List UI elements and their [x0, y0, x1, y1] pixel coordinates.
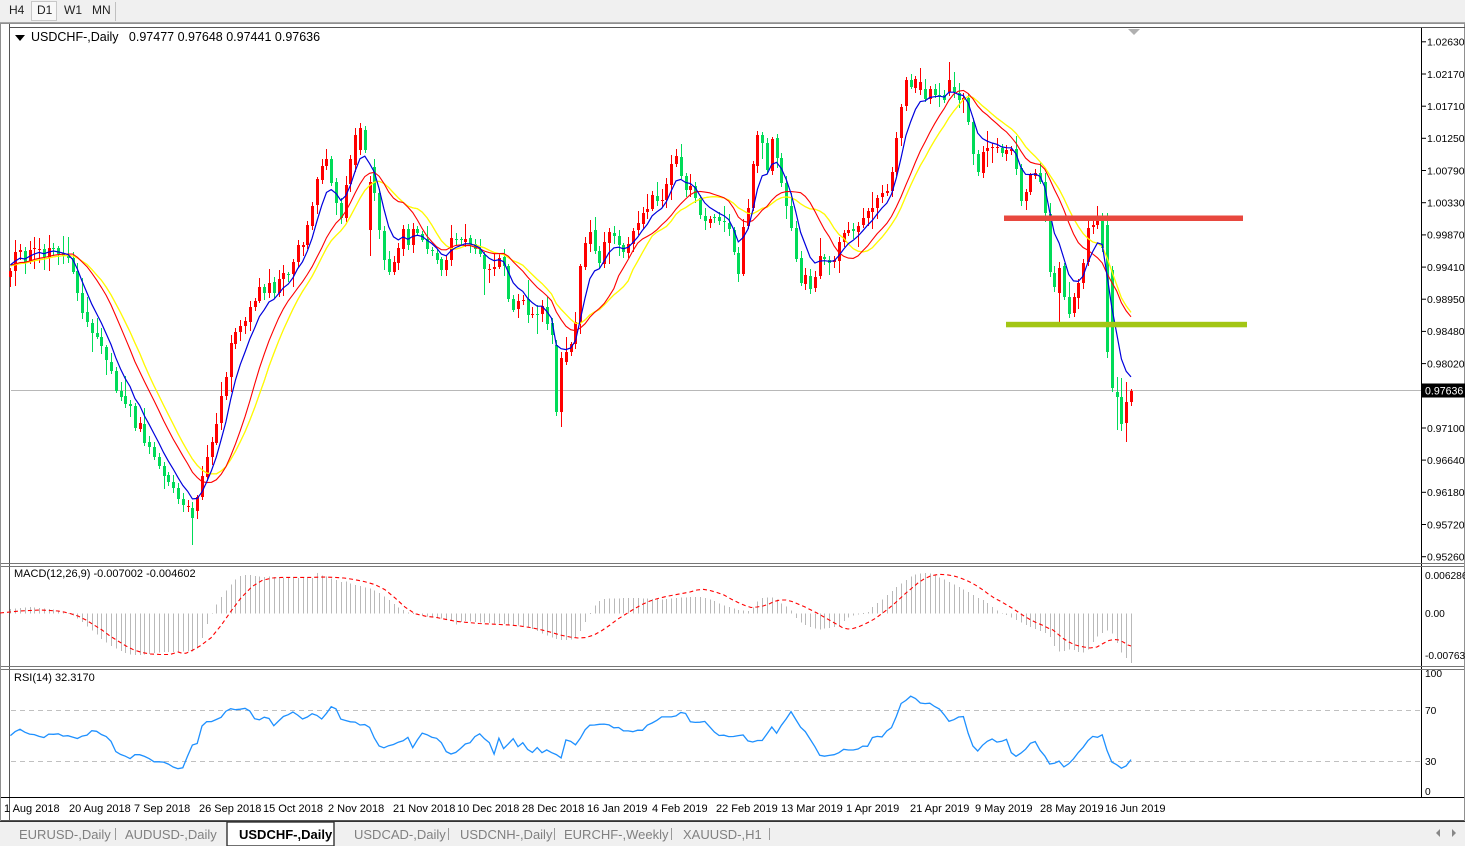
svg-text:22 Feb 2019: 22 Feb 2019	[716, 803, 778, 815]
svg-text:0.95720: 0.95720	[1427, 520, 1465, 531]
svg-text:USDCHF-,Daily 0.97477 0.9764: USDCHF-,Daily 0.97477 0.97648 0.97441 0.…	[31, 30, 320, 44]
svg-text:USDCAD-,Daily: USDCAD-,Daily	[354, 827, 446, 842]
svg-text:EURUSD-,Daily: EURUSD-,Daily	[19, 827, 111, 842]
svg-text:20 Aug 2018: 20 Aug 2018	[69, 803, 131, 815]
svg-text:0.99410: 0.99410	[1427, 263, 1465, 274]
svg-text:0: 0	[1425, 787, 1431, 798]
svg-text:1.00330: 1.00330	[1427, 199, 1465, 210]
svg-text:15 Oct 2018: 15 Oct 2018	[263, 803, 323, 815]
svg-text:H4: H4	[9, 3, 25, 17]
svg-text:9 May 2019: 9 May 2019	[975, 803, 1032, 815]
svg-text:7 Sep 2018: 7 Sep 2018	[134, 803, 190, 815]
svg-text:0.96180: 0.96180	[1427, 488, 1465, 499]
svg-text:13 Mar 2019: 13 Mar 2019	[781, 803, 843, 815]
svg-text:0.006286: 0.006286	[1425, 571, 1465, 582]
svg-text:AUDUSD-,Daily: AUDUSD-,Daily	[125, 827, 217, 842]
svg-text:16 Jun 2019: 16 Jun 2019	[1105, 803, 1166, 815]
svg-text:1.02170: 1.02170	[1427, 70, 1465, 81]
svg-text:0.96640: 0.96640	[1427, 456, 1465, 467]
svg-text:0.95260: 0.95260	[1427, 553, 1465, 564]
svg-text:1.02630: 1.02630	[1427, 38, 1465, 49]
svg-text:28 Dec 2018: 28 Dec 2018	[522, 803, 584, 815]
svg-text:0.99870: 0.99870	[1427, 231, 1465, 242]
svg-text:28 May 2019: 28 May 2019	[1040, 803, 1104, 815]
svg-text:1.00790: 1.00790	[1427, 166, 1465, 177]
svg-text:RSI(14) 32.3170: RSI(14) 32.3170	[14, 672, 95, 684]
svg-text:0.98020: 0.98020	[1427, 359, 1465, 370]
svg-text:100: 100	[1425, 669, 1442, 680]
svg-text:30: 30	[1425, 757, 1437, 768]
svg-text:1.01250: 1.01250	[1427, 134, 1465, 145]
svg-text:0.00: 0.00	[1425, 609, 1445, 620]
svg-text:0.97636: 0.97636	[1425, 385, 1463, 397]
svg-text:XAUUSD-,H1: XAUUSD-,H1	[683, 827, 762, 842]
svg-text:21 Nov 2018: 21 Nov 2018	[393, 803, 455, 815]
svg-text:2 Nov 2018: 2 Nov 2018	[328, 803, 384, 815]
svg-text:MN: MN	[92, 3, 111, 17]
svg-text:USDCHF-,Daily: USDCHF-,Daily	[239, 827, 333, 842]
svg-text:EURCHF-,Weekly: EURCHF-,Weekly	[564, 827, 669, 842]
svg-text:1.01710: 1.01710	[1427, 102, 1465, 113]
svg-text:USDCNH-,Daily: USDCNH-,Daily	[460, 827, 553, 842]
svg-text:10 Dec 2018: 10 Dec 2018	[457, 803, 519, 815]
svg-text:0.97100: 0.97100	[1427, 424, 1465, 435]
svg-text:W1: W1	[64, 3, 82, 17]
svg-text:1 Aug 2018: 1 Aug 2018	[4, 803, 60, 815]
svg-text:26 Sep 2018: 26 Sep 2018	[199, 803, 261, 815]
svg-text:MACD(12,26,9) -0.007002 -0.004: MACD(12,26,9) -0.007002 -0.004602	[14, 568, 196, 580]
svg-text:16 Jan 2019: 16 Jan 2019	[587, 803, 648, 815]
svg-text:70: 70	[1425, 706, 1437, 717]
svg-text:-0.007635: -0.007635	[1425, 651, 1465, 662]
svg-text:0.98480: 0.98480	[1427, 327, 1465, 338]
svg-text:1 Apr 2019: 1 Apr 2019	[846, 803, 899, 815]
svg-text:0.98950: 0.98950	[1427, 295, 1465, 306]
svg-text:21 Apr 2019: 21 Apr 2019	[910, 803, 969, 815]
svg-text:4 Feb 2019: 4 Feb 2019	[652, 803, 708, 815]
svg-text:D1: D1	[37, 3, 53, 17]
